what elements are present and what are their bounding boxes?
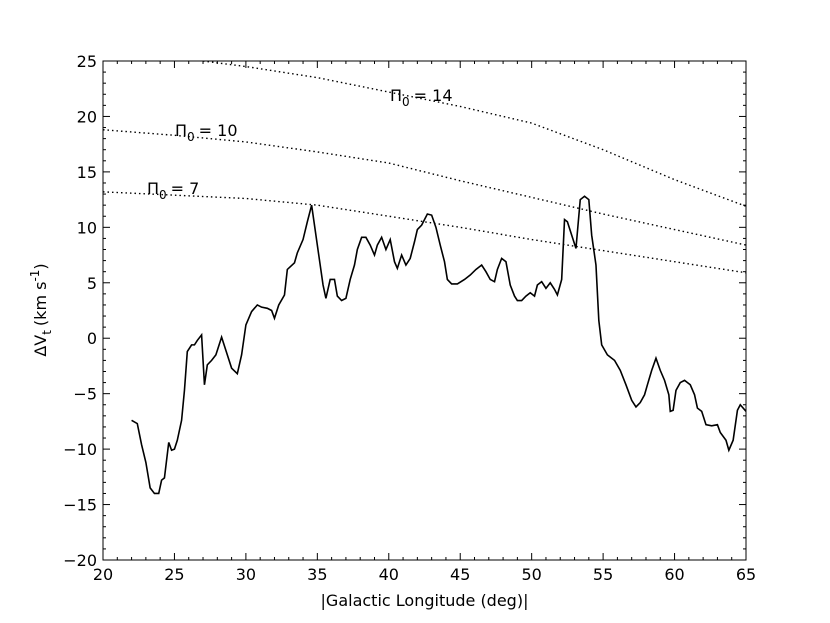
y-label-end: ) — [31, 263, 50, 269]
y-tick-label: −5 — [73, 385, 97, 404]
y-label-sub: t — [40, 330, 54, 335]
y-tick-label: 15 — [77, 163, 97, 182]
x-tick-label: 45 — [450, 565, 470, 584]
curve-label-text: = 7 — [171, 179, 200, 198]
curve-label-symbol: Π — [147, 179, 159, 198]
curve-label: Π0 = 10 — [175, 121, 238, 144]
x-tick-label: 60 — [664, 565, 684, 584]
curve-label-text: = 14 — [414, 86, 453, 105]
curve-label-symbol: Π — [175, 121, 187, 140]
curve-label-sub: 0 — [402, 95, 410, 109]
y-tick-label: 0 — [87, 329, 97, 348]
y-label-sup: -1 — [28, 270, 42, 282]
x-axis-label: |Galactic Longitude (deg)| — [321, 591, 529, 610]
x-tick-label: 20 — [93, 565, 113, 584]
y-tick-label: −20 — [63, 551, 97, 570]
curve-label-symbol: Π — [390, 86, 402, 105]
model-curve — [103, 191, 746, 274]
x-tick-label: 65 — [736, 565, 756, 584]
curve-label: Π0 = 14 — [390, 86, 453, 109]
y-tick-label: −10 — [63, 440, 97, 459]
y-label-unit: (km s — [31, 282, 50, 327]
y-tick-label: 10 — [77, 218, 97, 237]
curve-label-text: = 10 — [199, 121, 238, 140]
model-curve — [202, 61, 746, 207]
curve-label-sub: 0 — [187, 130, 195, 144]
x-tick-label: 40 — [379, 565, 399, 584]
x-tick-label: 30 — [236, 565, 256, 584]
y-tick-label: 20 — [77, 107, 97, 126]
data-line — [131, 195, 746, 495]
y-axis-label: ΔVt (km s-1) — [28, 263, 54, 356]
x-tick-label: 25 — [164, 565, 184, 584]
x-tick-label: 55 — [593, 565, 613, 584]
curve-label: Π0 = 7 — [147, 179, 199, 202]
y-tick-label: −15 — [63, 496, 97, 515]
y-tick-label: 5 — [87, 274, 97, 293]
y-tick-label: 25 — [77, 52, 97, 71]
x-tick-label: 35 — [307, 565, 327, 584]
model-curve — [103, 129, 746, 246]
x-tick-label: 50 — [521, 565, 541, 584]
y-label-main: ΔV — [31, 335, 50, 357]
curve-label-sub: 0 — [159, 188, 167, 202]
plot-frame — [102, 60, 747, 561]
